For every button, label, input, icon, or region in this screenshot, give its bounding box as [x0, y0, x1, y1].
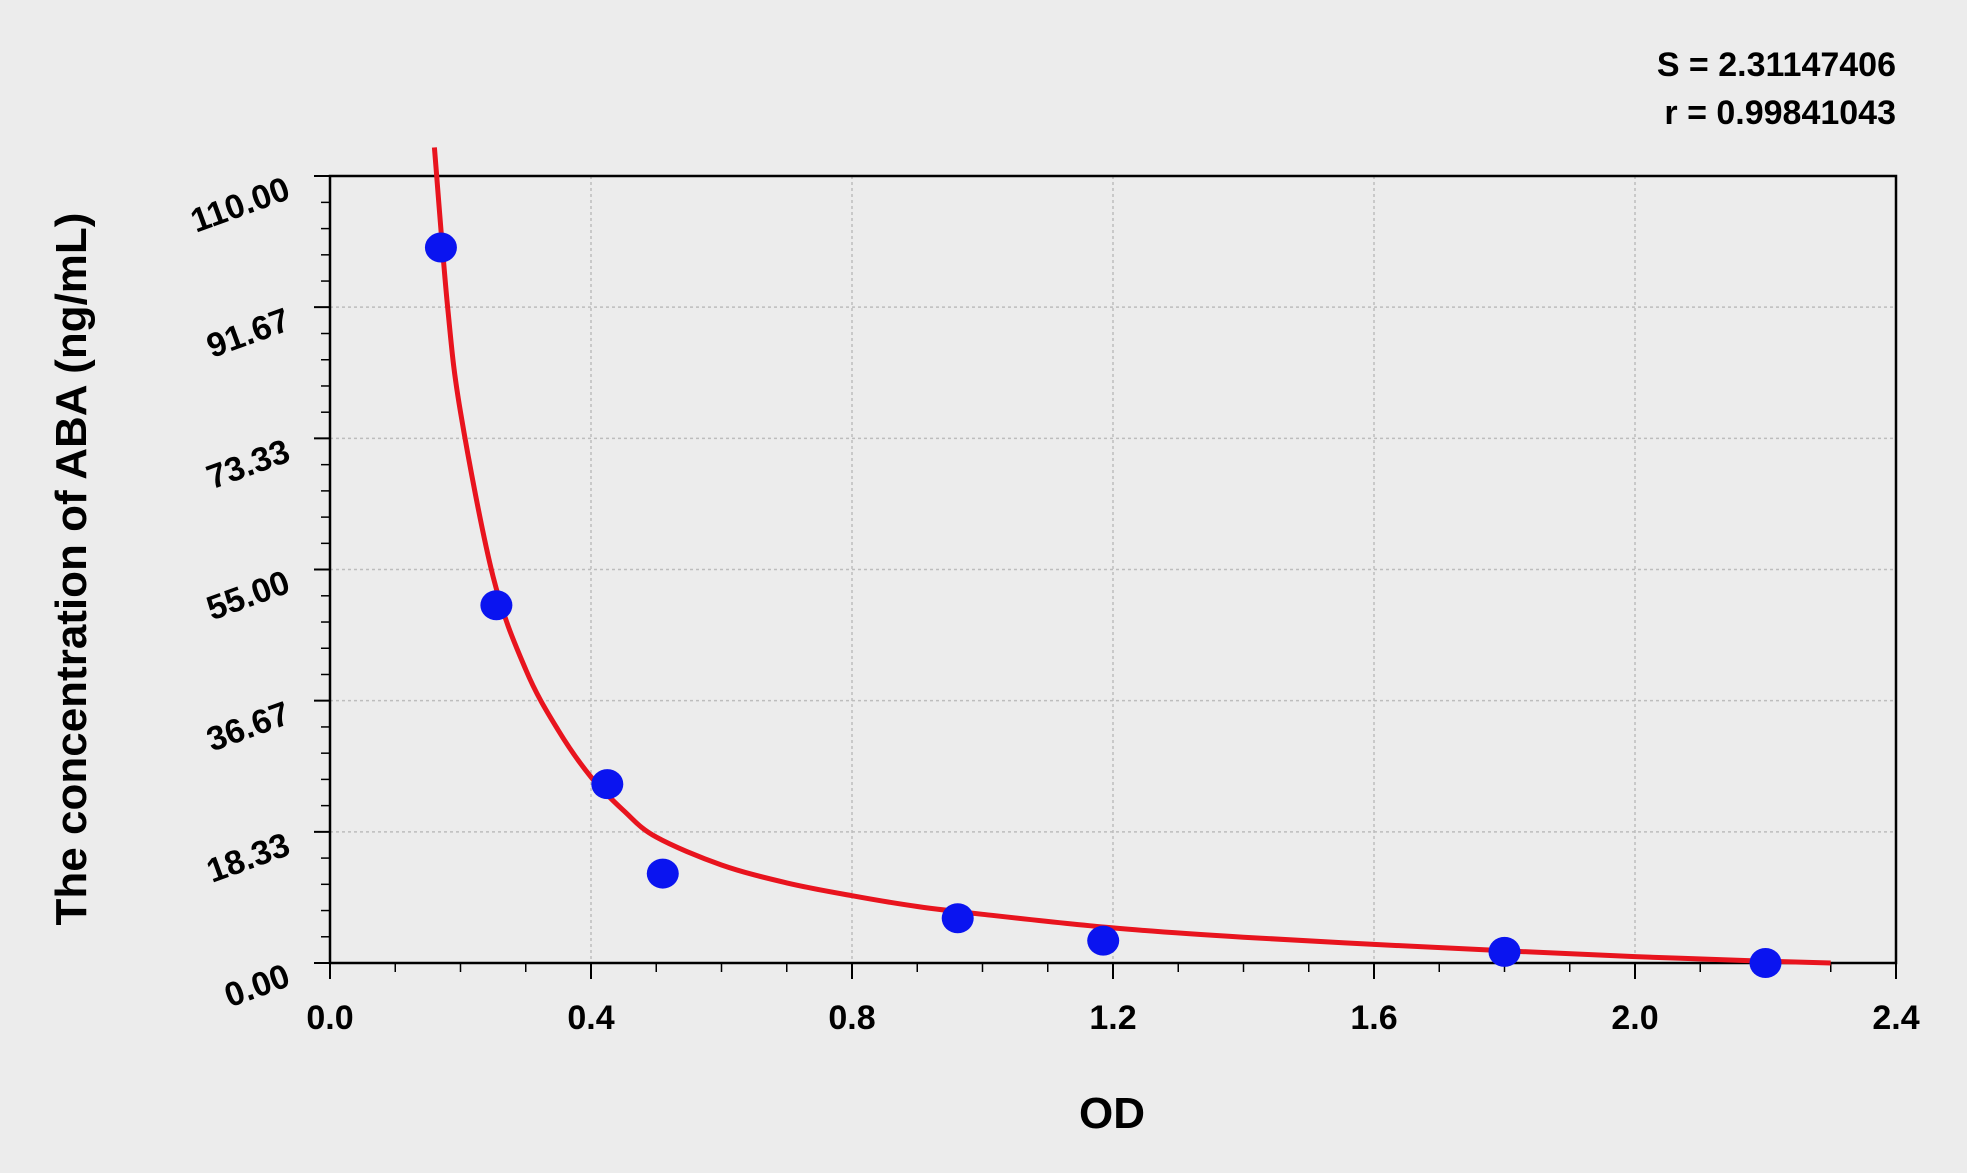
x-tick-label: 0.8 [828, 999, 875, 1037]
data-point [1749, 948, 1782, 978]
y-tick-label: 0.00 [220, 957, 295, 1015]
data-point [646, 858, 679, 889]
data-point [941, 903, 974, 934]
data-point [424, 232, 457, 263]
x-tick-label: 1.2 [1089, 999, 1136, 1037]
data-point [480, 590, 513, 621]
y-tick-label: 55.00 [202, 563, 295, 628]
axis-ticks [314, 175, 1897, 979]
y-tick-label: 110.00 [186, 170, 295, 241]
y-tick-label: 36.67 [202, 694, 295, 759]
x-tick-label: 0.0 [306, 999, 353, 1037]
y-axis-title: The concentration of ABA (ng/mL) [47, 213, 96, 926]
y-tick-label: 18.33 [202, 826, 295, 891]
x-tick-label: 0.4 [567, 999, 614, 1037]
data-points [424, 232, 1782, 978]
fit-curve [431, 147, 1831, 966]
x-tick-label: 2.4 [1872, 999, 1919, 1037]
x-axis-title: OD [1079, 1089, 1145, 1138]
y-tick-labels: 0.00 18.33 36.67 55.00 73.33 91.67 110.00 [186, 170, 295, 1015]
x-tick-label: 1.6 [1350, 999, 1397, 1037]
s-value-annotation: S = 2.31147406 [1657, 46, 1896, 84]
data-point [1087, 925, 1120, 956]
y-tick-label: 73.33 [202, 432, 295, 497]
y-tick-label: 91.67 [202, 301, 295, 366]
x-tick-labels: 0.0 0.4 0.8 1.2 1.6 2.0 2.4 [306, 999, 1919, 1037]
data-point [591, 769, 624, 800]
grid-lines [330, 176, 1896, 963]
x-tick-label: 2.0 [1611, 999, 1658, 1037]
data-point [1488, 936, 1521, 967]
r-value-annotation: r = 0.99841043 [1664, 94, 1896, 132]
